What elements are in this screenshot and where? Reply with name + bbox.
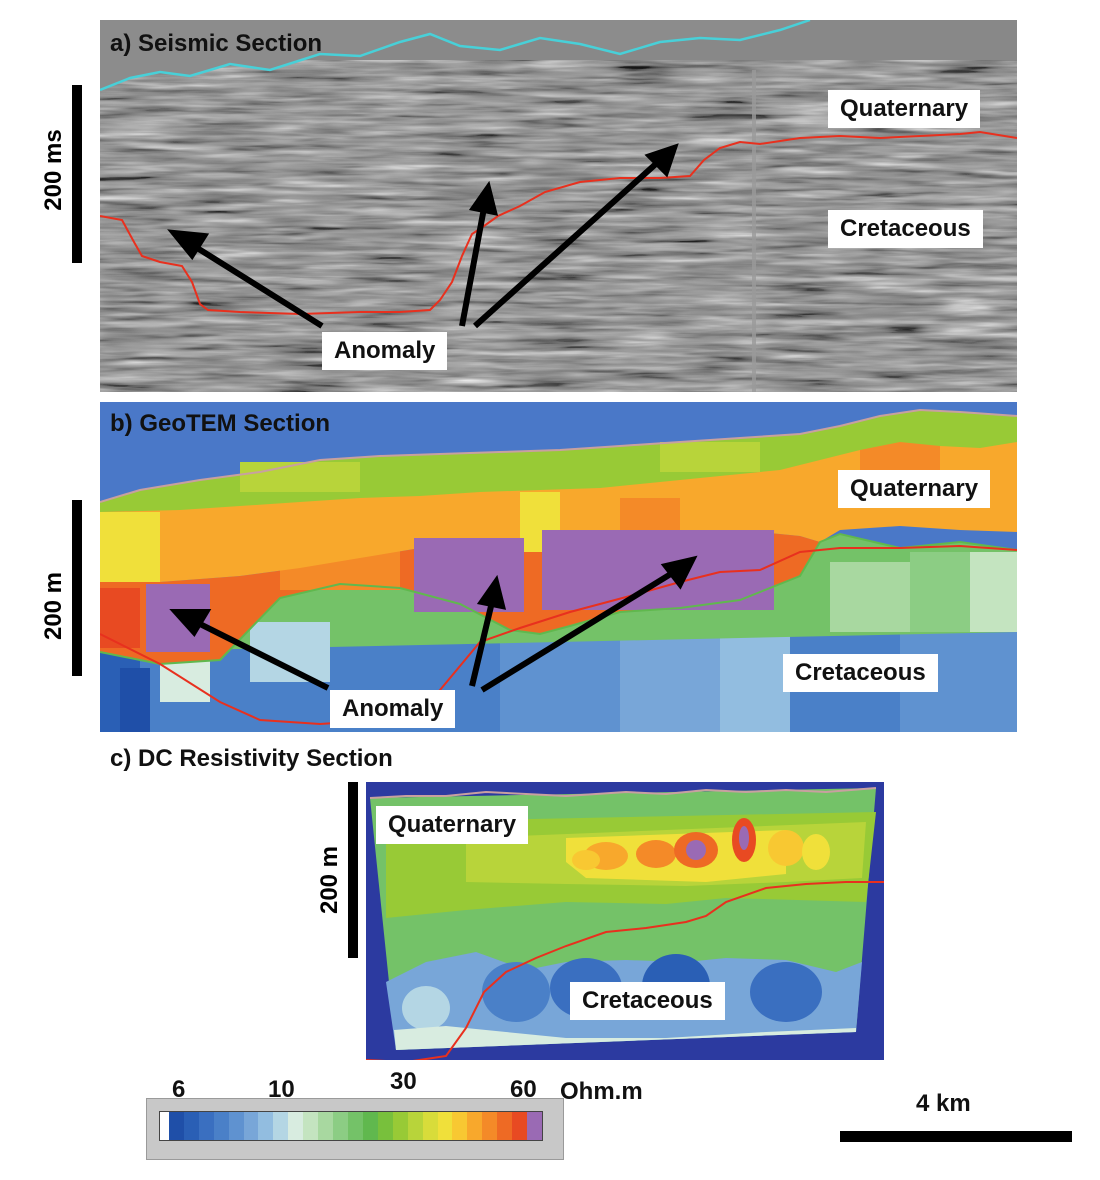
colorbar-cell	[333, 1112, 349, 1140]
geotem-scale-label: 200 m	[40, 571, 67, 641]
colorbar-gradient	[159, 1111, 543, 1141]
colorbar-unit: Ohm.m	[560, 1078, 643, 1105]
geotem-cretaceous-label: Cretaceous	[783, 654, 938, 692]
distance-scale-bar	[840, 1131, 1072, 1142]
colorbar-cell	[318, 1112, 334, 1140]
geotem-image	[100, 402, 1017, 732]
colorbar-cell	[258, 1112, 274, 1140]
boundary-line	[100, 544, 1017, 726]
seismic-cretaceous-label: Cretaceous	[828, 210, 983, 248]
colorbar-cell	[377, 1112, 393, 1140]
colorbar-cell	[198, 1112, 214, 1140]
geotem-title: b) GeoTEM Section	[110, 410, 331, 437]
dc-cretaceous-label: Cretaceous	[570, 982, 725, 1020]
colorbar-tick-30: 30	[390, 1068, 417, 1095]
colorbar-cell	[452, 1112, 468, 1140]
colorbar-cell	[407, 1112, 423, 1140]
seismic-quaternary-label: Quaternary	[828, 90, 981, 128]
anomaly-arrows	[169, 555, 698, 693]
colorbar-cell	[213, 1112, 229, 1140]
seafloor-line	[100, 20, 811, 92]
boundary-line	[100, 130, 1017, 316]
anomaly-block-2	[414, 538, 524, 612]
dc-title: c) DC Resistivity Section	[110, 745, 393, 772]
dc-scale-label: 200 m	[316, 845, 343, 915]
colorbar-tick-6: 6	[172, 1076, 186, 1103]
colorbar-cell	[437, 1112, 453, 1140]
seismic-section-panel	[100, 20, 1017, 392]
colorbar-cell	[160, 1112, 169, 1140]
seismic-image	[100, 20, 1017, 392]
seismic-scale-bar	[72, 85, 82, 263]
colorbar-cell	[362, 1112, 378, 1140]
colorbar-cell	[482, 1112, 498, 1140]
colorbar-cell	[512, 1112, 528, 1140]
colorbar-cell	[467, 1112, 483, 1140]
anomaly-arrows	[167, 143, 679, 329]
distance-scale-label: 4 km	[916, 1090, 971, 1117]
colorbar-cell	[273, 1112, 289, 1140]
colorbar-cell	[348, 1112, 363, 1140]
colorbar-cell	[183, 1112, 199, 1140]
dc-section-panel	[366, 782, 884, 1060]
colorbar-cell	[168, 1112, 184, 1140]
seafloor-line	[100, 408, 1017, 503]
colorbar	[146, 1098, 564, 1160]
colorbar-cell	[303, 1112, 319, 1140]
colorbar-cell	[497, 1112, 513, 1140]
geotem-quaternary-label: Quaternary	[838, 470, 991, 508]
dc-quaternary-label: Quaternary	[376, 806, 529, 844]
seismic-anomaly-label: Anomaly	[322, 332, 448, 370]
boundary-line	[366, 881, 884, 1060]
geotem-anomaly-label: Anomaly	[330, 690, 456, 728]
anomaly-block-3	[542, 530, 774, 610]
seismic-scale-label: 200 ms	[40, 129, 67, 211]
dc-scale-bar	[348, 782, 358, 958]
geotem-section-panel	[100, 402, 1017, 732]
colorbar-cell	[392, 1112, 408, 1140]
colorbar-cell	[422, 1112, 438, 1140]
geotem-scale-bar	[72, 500, 82, 676]
colorbar-cell	[527, 1112, 542, 1140]
colorbar-cell	[288, 1112, 304, 1140]
dc-image	[366, 782, 884, 1060]
seismic-title: a) Seismic Section	[110, 30, 323, 57]
colorbar-cell	[228, 1112, 244, 1140]
colorbar-cell	[243, 1112, 259, 1140]
